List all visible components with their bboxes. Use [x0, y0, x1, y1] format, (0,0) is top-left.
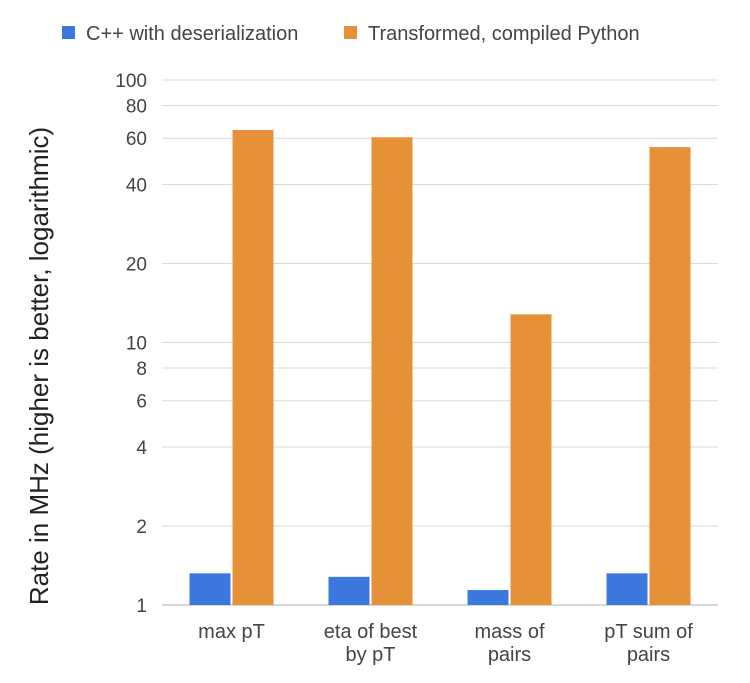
y-tick-label: 8 — [136, 359, 147, 380]
y-tick-label: 80 — [126, 96, 147, 117]
y-tick-label: 4 — [136, 438, 147, 459]
legend-swatch-1 — [344, 26, 357, 39]
x-category-label-3: pT sum of pairs — [604, 621, 693, 666]
x-axis-labels: max pT eta of best by pT mass of pairs pT sum… — [198, 621, 693, 666]
legend-swatch-0 — [62, 26, 75, 39]
y-tick-label: 2 — [136, 517, 147, 538]
legend: C++ with deserialization Transformed, com… — [62, 23, 640, 45]
y-tick-label: 60 — [126, 129, 147, 150]
bars — [189, 129, 691, 605]
x-category-label-1: eta of best by pT — [324, 621, 418, 666]
y-tick-label: 6 — [136, 392, 147, 413]
y-tick-label: 1 — [136, 596, 147, 617]
bar-cpp-1 — [328, 576, 370, 605]
x-category-label-0: max pT — [198, 621, 265, 643]
y-axis-ticks: 1 2 4 6 8 10 20 40 60 80 100 — [115, 71, 147, 617]
y-tick-label: 100 — [115, 71, 147, 92]
bar-cpp-3 — [606, 573, 648, 605]
bar-python-3 — [649, 147, 691, 605]
bar-cpp-2 — [467, 590, 509, 605]
bar-python-1 — [371, 137, 413, 605]
y-tick-label: 40 — [126, 175, 147, 196]
x-category-label-2: mass of pairs — [474, 621, 544, 666]
y-tick-label: 10 — [126, 334, 147, 355]
legend-label-1: Transformed, compiled Python — [368, 23, 640, 45]
legend-label-0: C++ with deserialization — [86, 23, 298, 45]
bar-python-0 — [232, 129, 274, 605]
y-axis-label: Rate in MHz (higher is better, logarithm… — [24, 127, 54, 605]
bar-cpp-0 — [189, 573, 231, 605]
y-tick-label: 20 — [126, 254, 147, 275]
bar-python-2 — [510, 314, 552, 605]
